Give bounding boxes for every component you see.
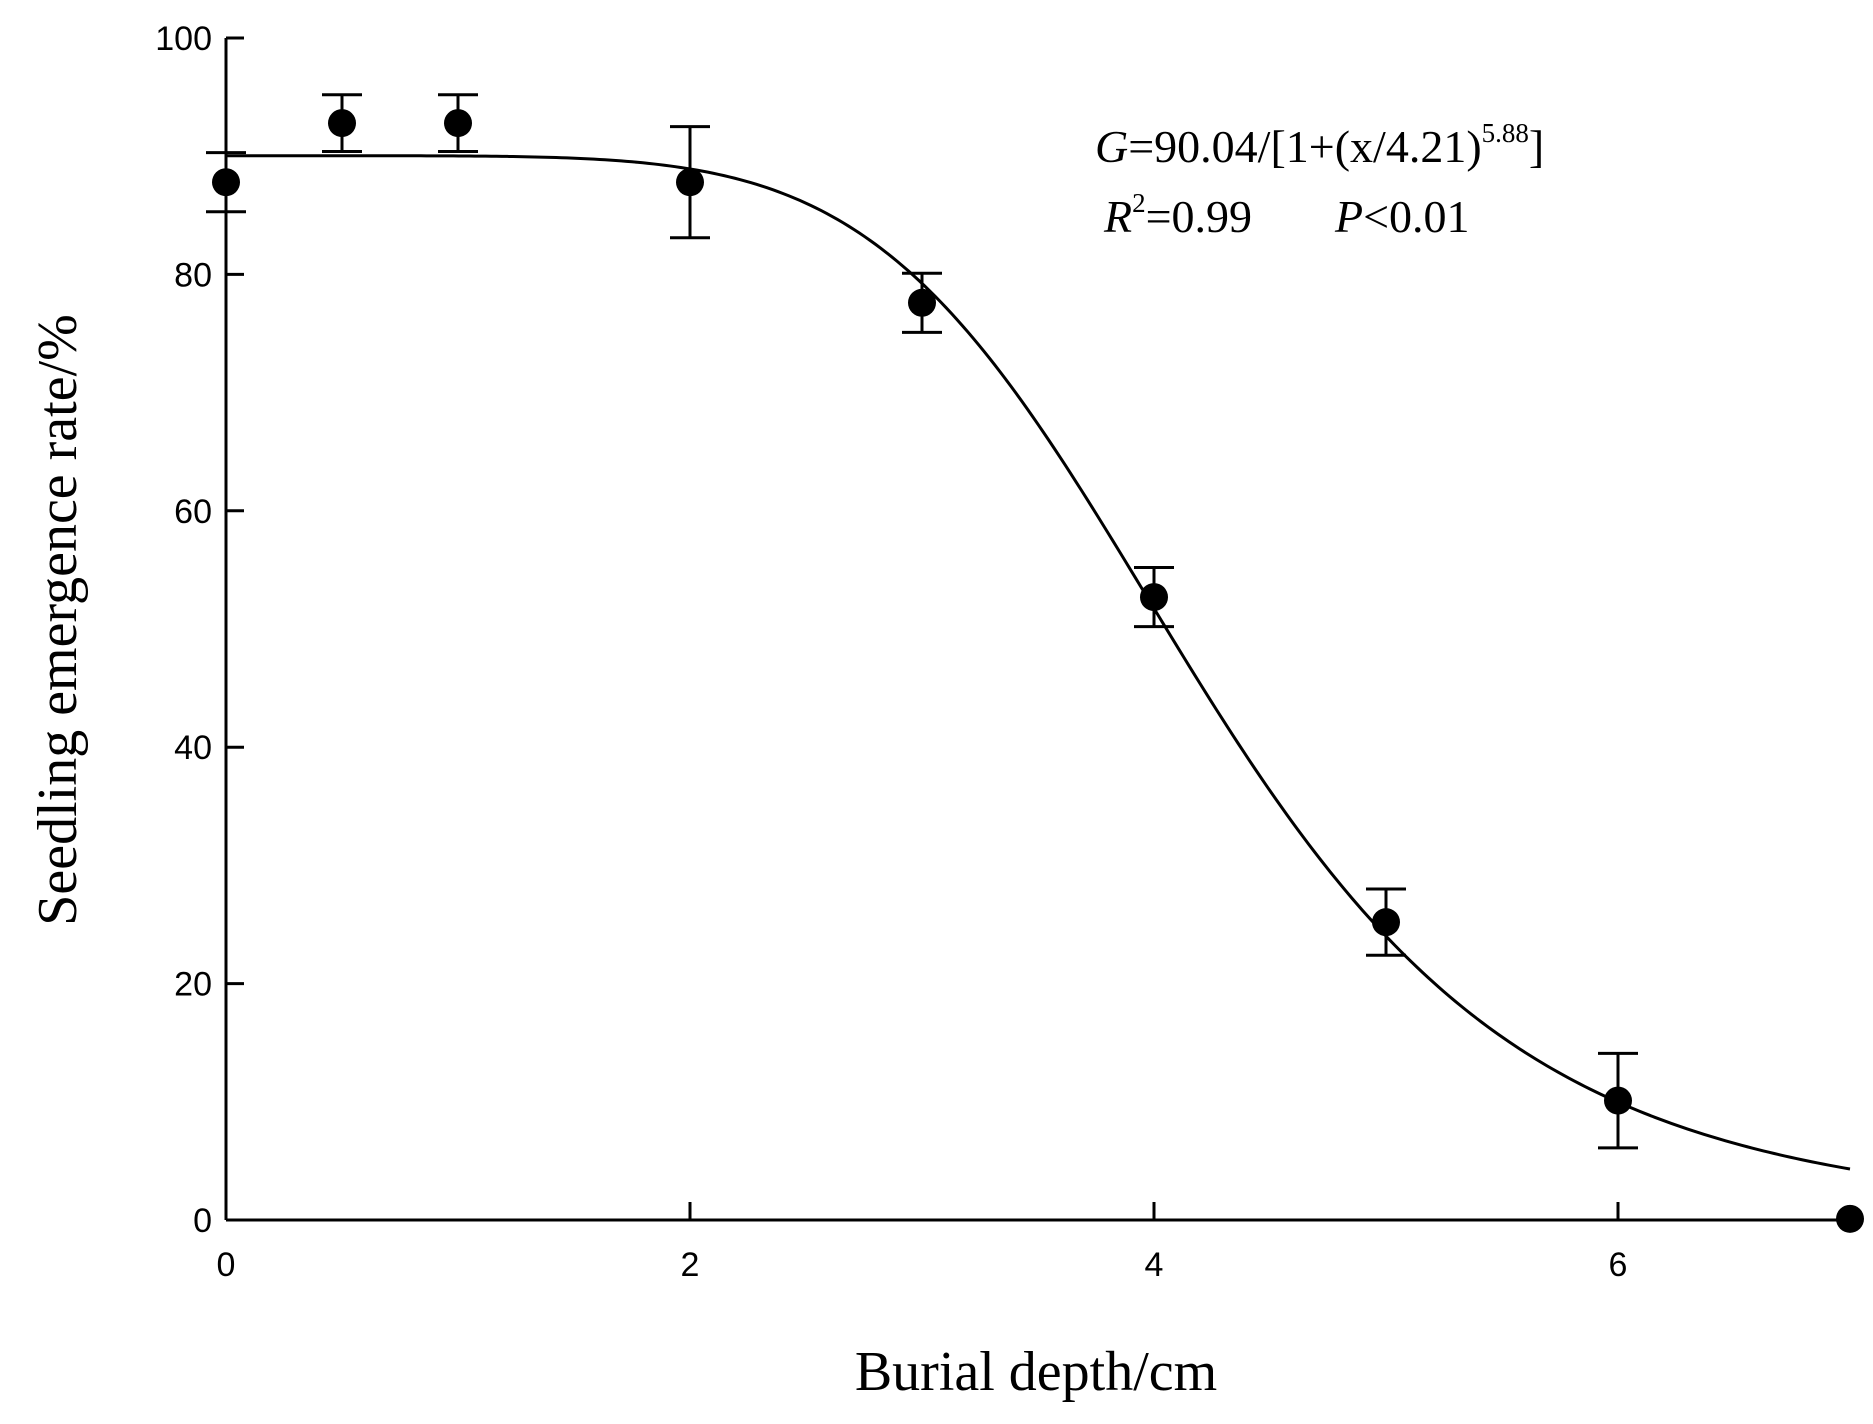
y-tick-label: 80 <box>174 256 212 294</box>
axes-layer <box>224 38 1850 1222</box>
eq-g-close: ] <box>1529 121 1544 172</box>
data-point <box>1140 583 1168 612</box>
y-tick-label: 60 <box>174 493 212 531</box>
data-point <box>676 168 704 197</box>
x-axis-title: Burial depth/cm <box>855 1341 1217 1403</box>
eq-r-value: =0.99 <box>1146 191 1252 242</box>
eq-g-var: G <box>1095 121 1128 172</box>
ticks-layer: 0 20 40 60 80 100 0 2 4 6 <box>155 20 1627 1284</box>
data-point <box>444 109 472 138</box>
fit-equation: G=90.04/[1+(x/4.21)5.88] R2=0.99 P<0.01 <box>1095 118 1544 242</box>
eq-r-exponent: 2 <box>1132 188 1146 218</box>
y-tick-label: 100 <box>155 20 212 58</box>
data-point <box>1604 1086 1632 1115</box>
y-axis-title: Seedling emergence rate/% <box>27 314 89 926</box>
fit-curve <box>226 154 1851 1171</box>
eq-g-exponent: 5.88 <box>1482 118 1529 148</box>
equation-line-2: R2=0.99 P<0.01 <box>1103 188 1470 242</box>
data-point <box>908 288 936 317</box>
data-point <box>328 109 356 138</box>
eq-g-body: =90.04/[1+(x/4.21) <box>1128 121 1481 172</box>
fit-curve-layer <box>226 154 1851 1171</box>
eq-p-var: P <box>1334 191 1363 242</box>
eq-p-value: <0.01 <box>1363 191 1469 242</box>
x-tick-label: 6 <box>1609 1246 1628 1284</box>
y-tick-label: 40 <box>174 729 212 767</box>
x-tick-label: 4 <box>1145 1246 1164 1284</box>
data-points-layer <box>212 109 1864 1233</box>
x-tick-label: 2 <box>681 1246 700 1284</box>
eq-r-var: R <box>1103 191 1132 242</box>
x-tick-label: 0 <box>217 1246 236 1284</box>
data-point <box>1372 908 1400 937</box>
y-tick-label: 0 <box>193 1202 212 1240</box>
error-bars-layer <box>206 93 1638 1150</box>
y-tick-label: 20 <box>174 966 212 1004</box>
equation-line-1: G=90.04/[1+(x/4.21)5.88] <box>1095 118 1544 172</box>
